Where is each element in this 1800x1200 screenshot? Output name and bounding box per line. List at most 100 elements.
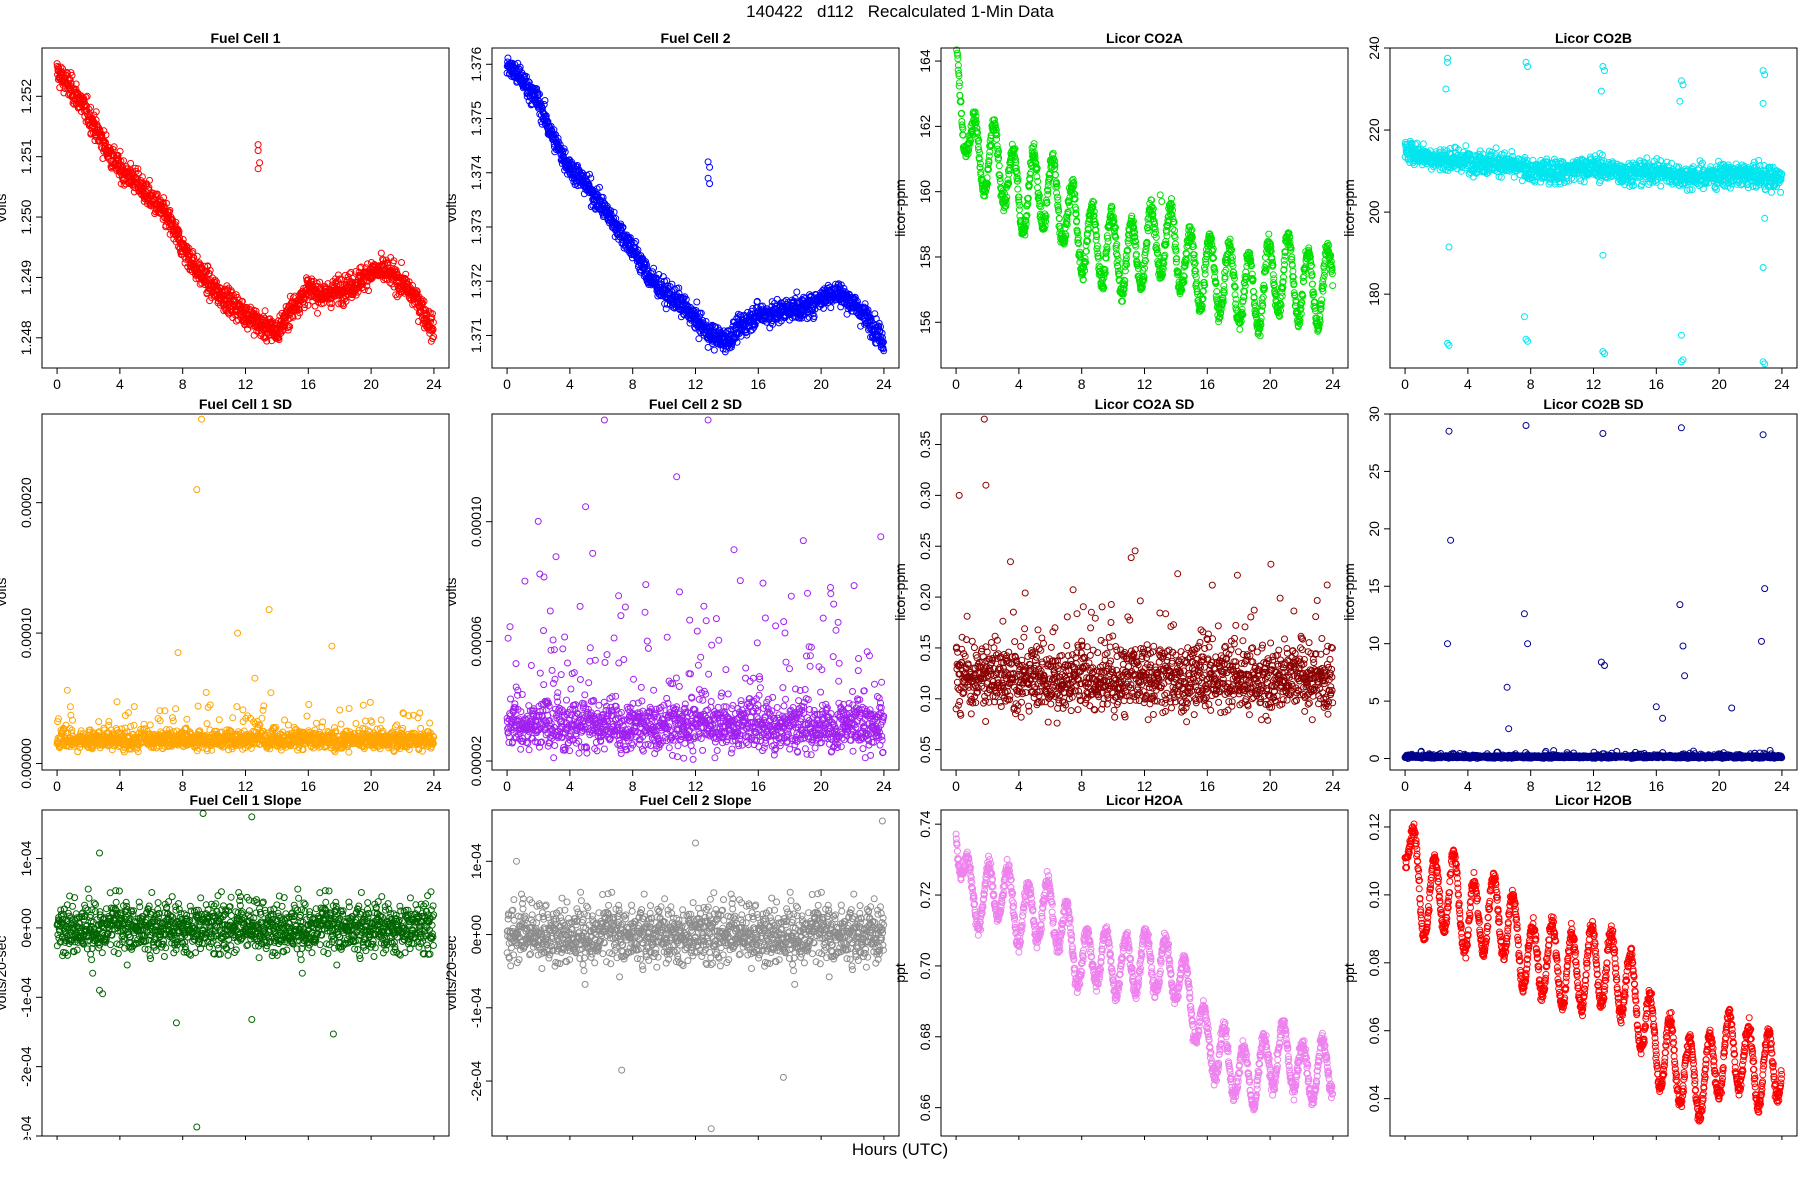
x-tick-label: 24 (1325, 376, 1341, 392)
x-tick-label: 0 (53, 376, 61, 392)
x-tick-label: 16 (1200, 376, 1216, 392)
data-point (1169, 225, 1177, 233)
panel-title: Fuel Cell 2 (660, 30, 730, 46)
y-tick-label: 1.376 (468, 47, 484, 82)
y-tick-label: 1.251 (18, 139, 34, 174)
y-axis-label: licor-ppm (1341, 179, 1357, 237)
x-tick-label: 12 (238, 376, 254, 392)
y-tick-label: 1.252 (18, 79, 34, 114)
x-tick-label: 24 (426, 376, 442, 392)
x-tick-label: 8 (629, 376, 637, 392)
data-points (1401, 54, 1786, 368)
data-point (954, 55, 962, 63)
x-tick-label: 16 (751, 376, 767, 392)
y-tick-label: 160 (917, 180, 933, 204)
y-tick-label: 1.375 (468, 101, 484, 136)
panel-title: Fuel Cell 1 (210, 30, 280, 46)
data-point (1156, 191, 1164, 199)
data-point (1492, 144, 1500, 152)
data-point (1510, 173, 1518, 181)
data-point (693, 298, 701, 306)
data-point (1236, 325, 1244, 333)
x-tick-label: 12 (688, 376, 704, 392)
panel-title: Licor CO2A (1106, 30, 1183, 46)
data-point (261, 307, 269, 315)
data-point (1259, 293, 1267, 301)
data-point (793, 288, 801, 296)
data-point (377, 249, 385, 257)
data-point (1309, 280, 1316, 288)
data-point (1052, 171, 1059, 179)
data-point (127, 159, 135, 167)
data-point (1053, 189, 1061, 197)
y-tick-label: 1.372 (468, 263, 484, 298)
page-title: 140422 d112 Recalculated 1-Min Data (0, 2, 1800, 22)
data-point (706, 180, 714, 188)
y-tick-label: 1.248 (18, 320, 34, 355)
data-point (541, 97, 549, 104)
data-point (60, 89, 68, 97)
data-point (83, 92, 91, 100)
x-tick-label: 0 (503, 376, 511, 392)
y-tick-label: 1.374 (468, 155, 484, 190)
data-point (706, 163, 714, 171)
data-point (68, 71, 76, 79)
data-point (956, 92, 964, 99)
data-point (1201, 270, 1209, 278)
data-point (82, 93, 90, 101)
x-tick-label: 20 (1262, 376, 1278, 392)
data-points (503, 54, 888, 356)
y-tick-label: 158 (917, 245, 933, 269)
data-point (1055, 215, 1063, 223)
y-tick-label: 1.371 (468, 318, 484, 353)
data-point (827, 304, 835, 312)
data-points (53, 60, 438, 345)
data-point (72, 80, 80, 88)
x-tick-label: 24 (876, 376, 892, 392)
data-point (1121, 267, 1129, 275)
data-point (193, 252, 201, 260)
data-point (1419, 140, 1427, 148)
data-point (650, 264, 658, 272)
y-tick-label: 1.250 (18, 199, 34, 234)
data-point (254, 165, 262, 173)
data-point (256, 159, 264, 167)
data-point (1270, 275, 1278, 283)
data-point (1158, 198, 1166, 205)
data-point (710, 346, 718, 354)
data-point (59, 65, 67, 73)
x-tick-label: 4 (566, 376, 574, 392)
panel-title: Licor CO2B (1555, 30, 1632, 46)
x-tick-label: 20 (813, 376, 829, 392)
data-point (57, 63, 65, 71)
data-point (254, 147, 262, 155)
x-tick-label: 4 (1015, 376, 1023, 392)
data-point (311, 302, 319, 310)
data-point (63, 68, 71, 76)
data-point (1329, 282, 1337, 290)
data-point (1034, 184, 1041, 192)
data-point (1321, 268, 1329, 276)
x-tick-label: 16 (301, 376, 317, 392)
x-tick-label: 4 (116, 376, 124, 392)
y-tick-label: 164 (917, 49, 933, 73)
y-axis-label: licor-ppm (892, 179, 908, 237)
data-point (66, 76, 74, 84)
y-tick-label: 1.373 (468, 209, 484, 244)
y-tick-label: 162 (917, 114, 933, 138)
x-tick-label: 12 (1137, 376, 1153, 392)
data-point (1265, 230, 1273, 238)
data-point (1014, 185, 1022, 193)
x-tick-label: 8 (1078, 376, 1086, 392)
data-point (1250, 288, 1258, 295)
x-tick-label: 0 (952, 376, 960, 392)
data-point (1462, 142, 1470, 150)
x-tick-label: 20 (363, 376, 379, 392)
y-tick-label: 1.249 (18, 260, 34, 295)
data-point (254, 141, 262, 149)
